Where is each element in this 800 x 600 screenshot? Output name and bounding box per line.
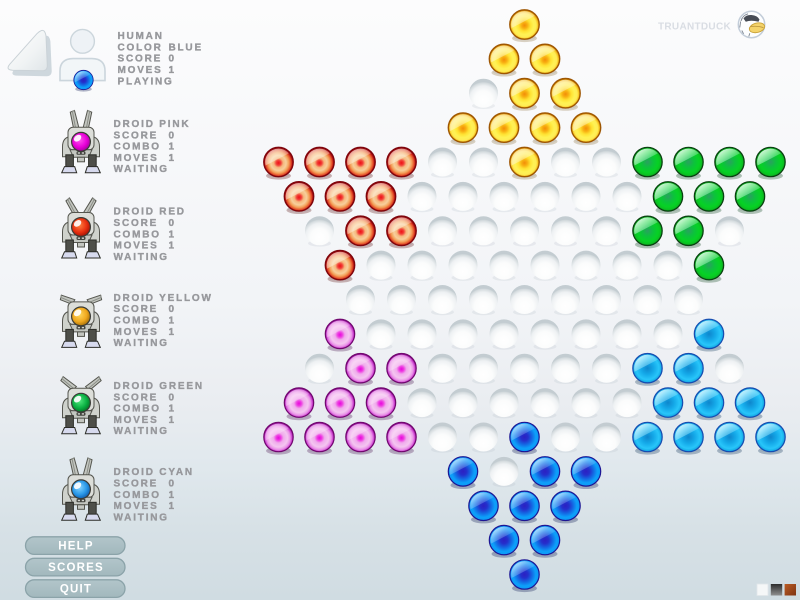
svg-text:1: 1 xyxy=(169,316,176,327)
svg-text:WAITING: WAITING xyxy=(114,164,169,175)
svg-text:MOVES: MOVES xyxy=(114,241,159,252)
svg-text:0: 0 xyxy=(169,54,176,65)
svg-text:DROID GREEN: DROID GREEN xyxy=(114,381,204,392)
svg-text:HUMAN: HUMAN xyxy=(118,31,164,42)
svg-text:DROID RED: DROID RED xyxy=(114,207,186,218)
svg-text:WAITING: WAITING xyxy=(114,338,169,349)
svg-text:0: 0 xyxy=(169,304,176,315)
svg-text:DROID PINK: DROID PINK xyxy=(114,119,191,130)
svg-text:SCORE: SCORE xyxy=(118,54,163,65)
svg-text:WAITING: WAITING xyxy=(114,252,169,263)
svg-text:MOVES: MOVES xyxy=(114,153,159,164)
svg-text:SCORE: SCORE xyxy=(114,392,159,403)
svg-text:PLAYING: PLAYING xyxy=(118,76,174,87)
svg-text:SCORE: SCORE xyxy=(114,130,159,141)
svg-text:TRUANTDUCK: TRUANTDUCK xyxy=(658,21,731,32)
svg-text:MOVES: MOVES xyxy=(114,501,159,512)
svg-text:1: 1 xyxy=(169,327,176,338)
svg-text:WAITING: WAITING xyxy=(114,426,169,437)
svg-text:SCORES: SCORES xyxy=(48,562,104,574)
svg-text:SCORE: SCORE xyxy=(114,479,159,490)
svg-text:COMBO: COMBO xyxy=(114,229,161,240)
svg-text:1: 1 xyxy=(169,142,176,153)
svg-text:QUIT: QUIT xyxy=(60,584,92,596)
svg-text:1: 1 xyxy=(169,229,176,240)
svg-text:1: 1 xyxy=(169,404,176,415)
svg-text:MOVES: MOVES xyxy=(114,327,159,338)
svg-text:COMBO: COMBO xyxy=(114,490,161,501)
svg-text:0: 0 xyxy=(169,130,176,141)
svg-text:COMBO: COMBO xyxy=(114,142,161,153)
svg-text:SCORE: SCORE xyxy=(114,218,159,229)
svg-text:COLOR: COLOR xyxy=(118,42,163,53)
svg-text:COMBO: COMBO xyxy=(114,316,161,327)
svg-text:DROID CYAN: DROID CYAN xyxy=(114,467,194,478)
svg-text:COMBO: COMBO xyxy=(114,404,161,415)
svg-text:MOVES: MOVES xyxy=(118,65,163,76)
svg-text:0: 0 xyxy=(169,218,176,229)
svg-text:1: 1 xyxy=(169,415,176,426)
svg-text:1: 1 xyxy=(169,490,176,501)
svg-text:1: 1 xyxy=(169,153,176,164)
svg-text:WAITING: WAITING xyxy=(114,512,169,523)
svg-text:MOVES: MOVES xyxy=(114,415,159,426)
svg-text:0: 0 xyxy=(169,392,176,403)
svg-text:DROID YELLOW: DROID YELLOW xyxy=(114,293,213,304)
svg-text:1: 1 xyxy=(169,501,176,512)
svg-text:1: 1 xyxy=(169,65,176,76)
svg-text:SCORE: SCORE xyxy=(114,304,159,315)
svg-text:HELP: HELP xyxy=(58,541,93,553)
svg-text:0: 0 xyxy=(169,479,176,490)
svg-text:1: 1 xyxy=(169,241,176,252)
svg-text:BLUE: BLUE xyxy=(169,42,203,53)
